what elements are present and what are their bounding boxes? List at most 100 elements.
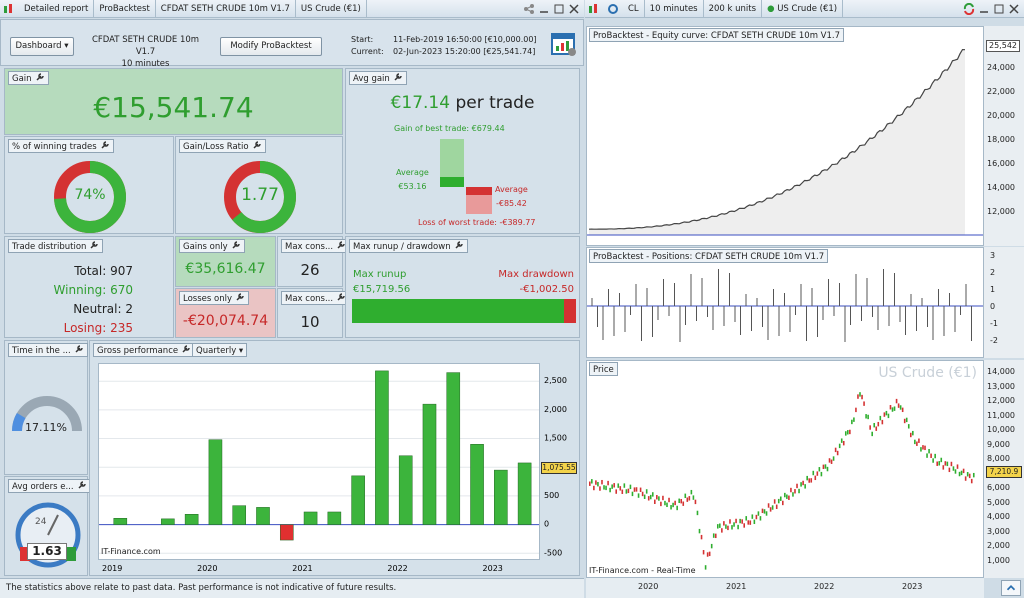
price-candle bbox=[893, 406, 896, 411]
price-candle bbox=[887, 413, 890, 419]
price-candle bbox=[725, 524, 727, 529]
share-icon[interactable] bbox=[523, 3, 535, 15]
wrench-icon[interactable] bbox=[181, 344, 191, 354]
wrench-icon[interactable] bbox=[336, 240, 346, 250]
settings-icon[interactable] bbox=[607, 3, 619, 15]
modify-probacktest-button[interactable]: Modify ProBacktest bbox=[220, 37, 322, 56]
price-candle bbox=[621, 489, 624, 494]
wrench-icon[interactable] bbox=[235, 292, 245, 302]
price-candle bbox=[916, 441, 918, 446]
wrench-icon[interactable] bbox=[74, 344, 84, 354]
losses-only-title[interactable]: Losses only bbox=[179, 291, 249, 305]
wrench-icon[interactable] bbox=[77, 480, 87, 490]
price-candle bbox=[871, 431, 873, 437]
equity-title[interactable]: ProBacktest - Equity curve: CFDAT SETH C… bbox=[589, 28, 845, 42]
scroll-to-end-button[interactable] bbox=[1001, 580, 1021, 596]
avg-orders-title[interactable]: Avg orders e... bbox=[8, 479, 91, 493]
maximize-icon[interactable] bbox=[553, 3, 565, 15]
tab-instrument[interactable]: US Crude (€1) bbox=[296, 0, 367, 18]
units-select[interactable]: 200 k units bbox=[704, 0, 763, 18]
period-dropdown[interactable]: Quarterly ▾ bbox=[192, 343, 248, 357]
price-candle bbox=[875, 426, 878, 431]
gross-bar bbox=[256, 507, 270, 525]
positions-title[interactable]: ProBacktest - Positions: CFDAT SETH CRUD… bbox=[589, 249, 829, 263]
equity-last-value: 25,542 bbox=[986, 40, 1020, 52]
price-title[interactable]: Price bbox=[589, 362, 618, 376]
price-candle bbox=[735, 518, 737, 524]
system-name: CFDAT SETH CRUDE 10m V1.7 bbox=[91, 35, 200, 57]
price-tick: 2,000 bbox=[987, 541, 1010, 550]
price-candle bbox=[800, 482, 802, 487]
avg-gain-panel: Avg gain €17.14 per trade Gain of best t… bbox=[345, 68, 580, 234]
price-candle bbox=[909, 432, 912, 438]
price-candle bbox=[712, 533, 715, 538]
footer-disclaimer: The statistics above relate to past data… bbox=[0, 578, 584, 598]
tab-system[interactable]: CFDAT SETH CRUDE 10m V1.7 bbox=[156, 0, 296, 18]
total-trades: Total: 907 bbox=[74, 264, 133, 278]
price-candle bbox=[849, 429, 851, 435]
wrench-icon[interactable] bbox=[393, 72, 403, 82]
price-candle bbox=[721, 528, 723, 533]
runup-drawdown-panel: Max runup / drawdown Max runup €15,719.56… bbox=[345, 236, 580, 338]
wrench-icon[interactable] bbox=[454, 240, 464, 250]
tab-probacktest[interactable]: ProBacktest bbox=[94, 0, 156, 18]
gross-y-tick: 0 bbox=[544, 520, 549, 529]
minimize-icon[interactable] bbox=[538, 3, 550, 15]
dashboard-dropdown[interactable]: Dashboard ▾ bbox=[10, 37, 74, 56]
gross-performance-title[interactable]: Gross performance bbox=[93, 343, 196, 357]
price-candle bbox=[769, 507, 772, 512]
wrench-icon[interactable] bbox=[252, 140, 262, 150]
price-candle bbox=[812, 470, 815, 476]
price-candle bbox=[603, 485, 605, 490]
price-candle bbox=[682, 501, 685, 506]
price-candle bbox=[954, 469, 957, 474]
tab-detailed-report[interactable]: Detailed report bbox=[19, 0, 95, 18]
price-candle bbox=[907, 424, 910, 429]
price-candle bbox=[968, 473, 971, 479]
avg-win-label: Average €53.16 bbox=[396, 168, 429, 191]
gross-bar bbox=[113, 518, 128, 525]
price-candle bbox=[944, 461, 947, 466]
maximize-icon[interactable] bbox=[993, 3, 1005, 15]
wrench-icon[interactable] bbox=[100, 140, 110, 150]
price-candle bbox=[591, 479, 593, 484]
wrench-icon[interactable] bbox=[231, 240, 241, 250]
close-icon[interactable] bbox=[568, 3, 580, 15]
price-candle bbox=[745, 516, 748, 521]
price-candle bbox=[830, 459, 833, 464]
gains-only-title[interactable]: Gains only bbox=[179, 239, 245, 253]
price-candle bbox=[885, 410, 888, 416]
gain-title[interactable]: Gain bbox=[8, 71, 49, 85]
avg-gain-number: €17.14 bbox=[390, 93, 451, 113]
price-candle bbox=[635, 487, 638, 492]
trade-distribution-title[interactable]: Trade distribution bbox=[8, 239, 104, 253]
runup-drawdown-title[interactable]: Max runup / drawdown bbox=[349, 239, 468, 253]
gross-bar bbox=[184, 514, 199, 525]
ticker-select[interactable]: CL bbox=[623, 0, 645, 18]
gain-loss-title[interactable]: Gain/Loss Ratio bbox=[179, 139, 266, 153]
price-candle bbox=[918, 438, 920, 443]
max-cons-win-title[interactable]: Max cons... bbox=[281, 239, 351, 253]
price-tick: 1,000 bbox=[987, 555, 1010, 565]
time-in-value: 17.11% bbox=[25, 421, 67, 434]
drawdown-bar bbox=[564, 299, 576, 323]
interval-select[interactable]: 10 minutes bbox=[645, 0, 704, 18]
close-icon[interactable] bbox=[1008, 3, 1020, 15]
price-candle bbox=[834, 447, 837, 453]
sync-icon[interactable] bbox=[963, 2, 975, 15]
price-candle bbox=[749, 520, 752, 525]
time-in-market-title[interactable]: Time in the ... bbox=[8, 343, 88, 357]
instrument-label[interactable]: ● US Crude (€1) bbox=[762, 0, 844, 18]
wrench-icon[interactable] bbox=[336, 292, 346, 302]
price-candle bbox=[656, 494, 658, 500]
wrench-icon[interactable] bbox=[89, 240, 99, 250]
price-candle bbox=[922, 445, 924, 450]
winning-trades-title[interactable]: % of winning trades bbox=[8, 139, 114, 153]
avg-gain-value: €17.14 per trade bbox=[346, 93, 579, 113]
equity-axis: 25,542 24,000 22,000 20,000 18,000 16,000 14,… bbox=[984, 26, 1024, 246]
wrench-icon[interactable] bbox=[35, 72, 45, 82]
report-settings-icon[interactable] bbox=[551, 32, 577, 58]
max-cons-loss-title[interactable]: Max cons... bbox=[281, 291, 351, 305]
minimize-icon[interactable] bbox=[978, 3, 990, 15]
avg-gain-title[interactable]: Avg gain bbox=[349, 71, 407, 85]
